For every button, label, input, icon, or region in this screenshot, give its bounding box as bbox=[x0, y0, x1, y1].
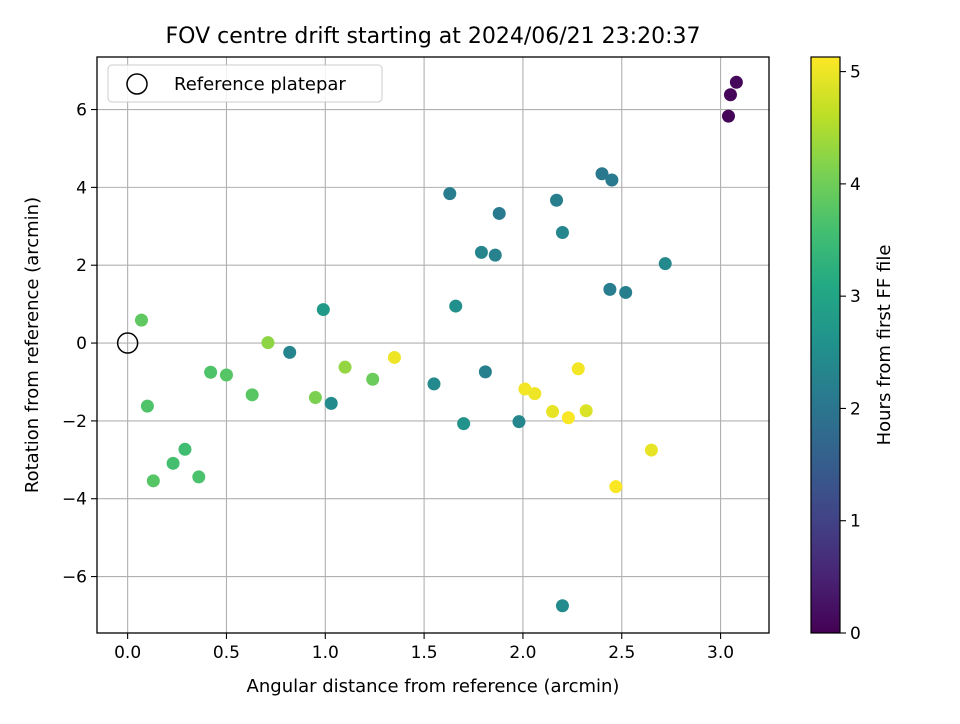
y-tick-label: 4 bbox=[76, 178, 87, 198]
data-point bbox=[146, 474, 160, 488]
data-point bbox=[512, 415, 526, 429]
y-axis-label: Rotation from reference (arcmin) bbox=[22, 197, 43, 493]
data-point bbox=[721, 109, 735, 123]
data-point bbox=[204, 365, 218, 379]
data-point bbox=[729, 75, 743, 89]
y-tick-label: −4 bbox=[62, 490, 87, 510]
data-point bbox=[134, 313, 148, 327]
data-point bbox=[609, 480, 623, 494]
data-point bbox=[427, 377, 441, 391]
y-tick-label: 2 bbox=[76, 256, 87, 276]
data-point bbox=[528, 387, 542, 401]
data-point bbox=[603, 282, 617, 296]
data-point bbox=[324, 396, 338, 410]
reference-platepar-marker bbox=[116, 332, 139, 354]
data-point bbox=[488, 248, 502, 262]
chart-title: FOV centre drift starting at 2024/06/21 … bbox=[166, 24, 701, 49]
data-point bbox=[387, 350, 401, 364]
data-point bbox=[555, 226, 569, 240]
y-tick-label: 0 bbox=[76, 334, 87, 354]
data-point bbox=[366, 372, 380, 386]
data-point bbox=[518, 382, 532, 396]
data-point bbox=[478, 365, 492, 379]
x-tick-label: 1.0 bbox=[312, 643, 339, 663]
colorbar-label: Hours from first FF file bbox=[874, 245, 895, 446]
data-point bbox=[579, 404, 593, 418]
data-point bbox=[571, 362, 585, 376]
colorbar-tick-label: 4 bbox=[850, 175, 861, 195]
y-tick-label: −6 bbox=[62, 568, 87, 588]
colorbar-tick-label: 3 bbox=[850, 287, 861, 307]
data-point bbox=[546, 405, 560, 419]
x-tick-label: 1.5 bbox=[411, 643, 438, 663]
data-point bbox=[457, 417, 471, 431]
legend: Reference platepar bbox=[107, 64, 383, 103]
y-axis-ticks: −6 −4 −2 0 2 4 6 bbox=[62, 101, 97, 588]
x-tick-label: 0.0 bbox=[114, 643, 141, 663]
grid bbox=[97, 57, 769, 633]
legend-box bbox=[107, 64, 383, 103]
data-point bbox=[443, 187, 457, 201]
legend-marker-icon bbox=[126, 73, 148, 95]
x-tick-label: 0.5 bbox=[213, 643, 240, 663]
x-axis-ticks: 0.0 0.5 1.0 1.5 2.0 2.5 3.0 bbox=[114, 633, 734, 663]
x-axis-label: Angular distance from reference (arcmin) bbox=[247, 676, 620, 697]
data-point bbox=[550, 193, 564, 207]
colorbar bbox=[810, 56, 841, 634]
y-tick-label: −2 bbox=[62, 412, 87, 432]
colorbar-tick-label: 0 bbox=[850, 624, 861, 644]
data-point bbox=[619, 285, 633, 299]
data-point bbox=[449, 299, 463, 313]
x-tick-label: 2.0 bbox=[509, 643, 536, 663]
y-tick-label: 6 bbox=[76, 101, 87, 121]
data-point bbox=[474, 245, 488, 259]
data-point bbox=[658, 257, 672, 271]
colorbar-tick-label: 1 bbox=[850, 512, 861, 532]
data-point bbox=[308, 391, 322, 405]
data-point bbox=[178, 442, 192, 456]
data-point bbox=[283, 345, 297, 359]
colorbar-tick-label: 5 bbox=[850, 63, 861, 83]
data-point bbox=[140, 399, 154, 413]
data-point bbox=[245, 388, 259, 402]
data-point bbox=[723, 88, 737, 102]
x-tick-label: 2.5 bbox=[608, 643, 635, 663]
data-point bbox=[492, 206, 506, 220]
data-point bbox=[561, 411, 575, 425]
data-point bbox=[219, 368, 233, 382]
data-point bbox=[192, 470, 206, 484]
data-point bbox=[316, 303, 330, 317]
x-tick-label: 3.0 bbox=[707, 643, 734, 663]
colorbar-tick-label: 2 bbox=[850, 399, 861, 419]
data-point bbox=[605, 173, 619, 187]
data-points bbox=[134, 75, 743, 613]
legend-entry-label: Reference platepar bbox=[174, 74, 346, 95]
data-point bbox=[338, 360, 352, 374]
data-point bbox=[555, 599, 569, 613]
colorbar-ticks: 0 1 2 3 4 5 bbox=[840, 63, 861, 644]
data-point bbox=[166, 456, 180, 470]
data-point bbox=[595, 167, 609, 181]
data-point bbox=[644, 443, 658, 457]
data-point bbox=[261, 336, 275, 350]
plot-area-frame bbox=[96, 56, 770, 634]
